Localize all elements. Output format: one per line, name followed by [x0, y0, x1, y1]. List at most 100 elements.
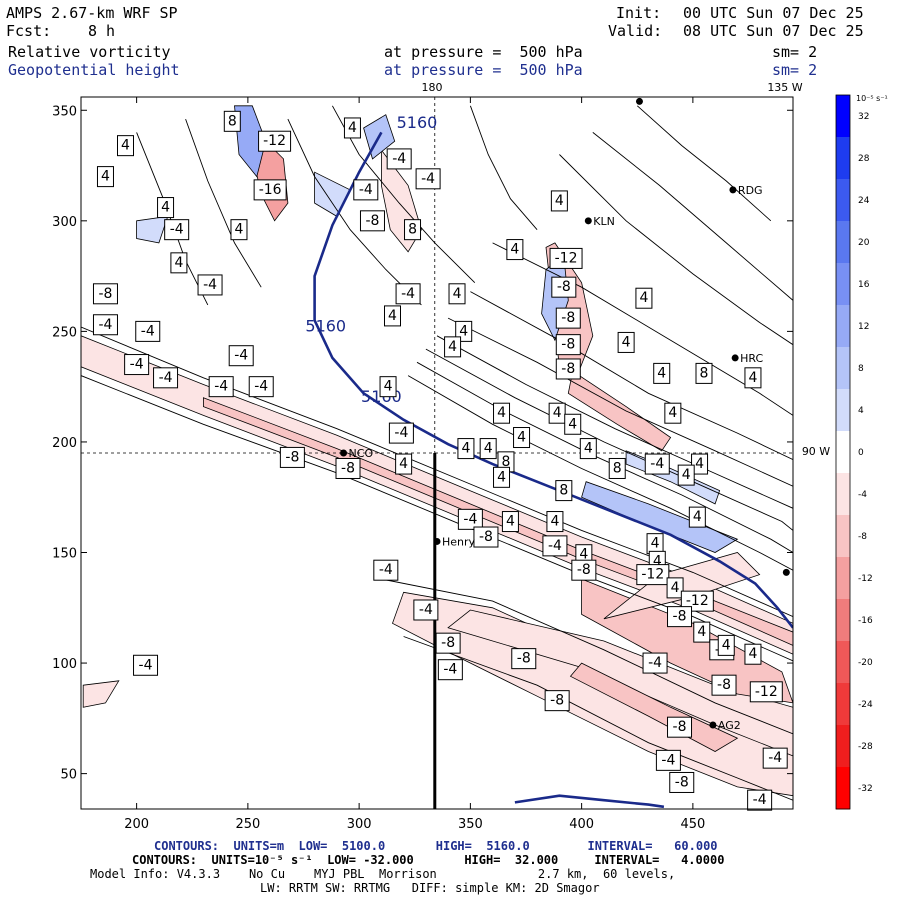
colorbar-unit-label: 10⁻⁵ s⁻¹ [856, 94, 888, 103]
vorticity-label-box [551, 276, 577, 298]
vorticity-contour-label: -4 [457, 508, 483, 530]
lon-label-180: 180 [422, 81, 443, 94]
vorticity-label-text: -8 [717, 677, 731, 693]
vorticity-contour-label: -4 [395, 283, 421, 305]
footer-physics-info: LW: RRTM SW: RRTMG DIFF: simple KM: 2D S… [260, 881, 600, 895]
vorticity-contour-label: 4 [117, 135, 134, 157]
vorticity-label-box [223, 110, 241, 132]
vorticity-label-text: 4 [653, 553, 662, 569]
footer-model-info: Model Info: V4.3.3 No Cu MYJ PBL Morriso… [90, 867, 676, 881]
vorticity-label-box [92, 283, 118, 305]
vorticity-label-text: 4 [553, 405, 562, 421]
vorticity-label-text: 4 [682, 467, 691, 483]
vorticity-label-text: -4 [753, 792, 767, 808]
vorticity-label-box [546, 511, 564, 533]
vorticity-contour-label: 4 [379, 376, 397, 398]
vorticity-contour-label: -4 [92, 314, 118, 336]
vorticity-label-box [677, 464, 695, 486]
footer-height-contours: CONTOURS: UNITS=m LOW= 5100.0 HIGH= 5160… [154, 839, 718, 853]
vorticity-contour-label: 4 [479, 438, 497, 460]
vorticity-contour-label: 4 [744, 643, 762, 665]
vorticity-label-box [473, 526, 499, 548]
vorticity-label-box [762, 747, 788, 769]
vorticity-label-box [555, 358, 581, 380]
vorticity-contour-label: 4 [230, 219, 248, 241]
station-marker [731, 354, 739, 362]
vorticity-contour-label: -4 [208, 376, 234, 398]
vorticity-contour-label: 4 [501, 511, 519, 533]
vorticity-label-box [747, 789, 773, 811]
y-tick-label: 50 [60, 768, 77, 783]
vorticity-label-text: -4 [768, 750, 782, 766]
vorticity-contour-label: 4 [548, 402, 566, 424]
vorticity-label-text: -4 [394, 425, 408, 441]
vorticity-label-text: -4 [159, 370, 173, 386]
vorticity-contour-label: 4 [666, 577, 684, 599]
vorticity-label-text: 4 [639, 290, 648, 306]
y-tick-label: 100 [52, 657, 77, 672]
footer-vorticity-contours: CONTOURS: UNITS=10⁻⁵ s⁻¹ LOW= -32.000 HI… [132, 853, 725, 867]
colorbar-segment [836, 515, 850, 558]
station-label: KLN [593, 215, 615, 228]
vorticity-label-text: -4 [203, 277, 217, 293]
vorticity-label-box [653, 362, 671, 384]
vorticity-label-text: -4 [463, 511, 477, 527]
vorticity-label-text: 4 [384, 379, 393, 395]
y-tick-label: 150 [52, 547, 77, 562]
vorticity-contour-label: 8 [223, 110, 241, 132]
vorticity-label-text: 4 [722, 637, 731, 653]
x-tick-label: 400 [569, 817, 594, 832]
vorticity-label-text: 4 [348, 120, 357, 136]
vorticity-contour-label: -4 [762, 747, 788, 769]
vorticity-label-box [749, 681, 783, 703]
vorticity-label-text: 8 [613, 460, 622, 476]
vorticity-label-text: 4 [550, 514, 559, 530]
vorticity-contour-label: 4 [579, 438, 597, 460]
colorbar-tick-label: -12 [858, 574, 873, 584]
vorticity-label-box [437, 659, 463, 681]
vorticity-label-box [479, 438, 497, 460]
vorticity-label-text: -16 [259, 182, 282, 198]
vorticity-label-box [513, 427, 531, 449]
vorticity-contour-label: -4 [164, 219, 190, 241]
vorticity-contour-label: 4 [664, 402, 682, 424]
vorticity-label-box [493, 466, 511, 488]
vorticity-contour-label: -4 [135, 320, 161, 342]
colorbar-tick-label: -8 [858, 532, 867, 542]
vorticity-label-box [695, 362, 713, 384]
vorticity-label-text: 4 [568, 416, 577, 432]
vorticity-label-box [666, 577, 684, 599]
field2-name: Geopotential height [8, 61, 180, 79]
vorticity-label-box [353, 179, 379, 201]
station-marker [729, 186, 737, 194]
vorticity-label-text: -8 [517, 651, 531, 667]
vorticity-contour-label: 4 [170, 252, 188, 274]
vorticity-label-text: -4 [401, 286, 415, 302]
vorticity-label-box [501, 511, 519, 533]
vorticity-contour-label: -8 [555, 358, 581, 380]
vorticity-contour-label: 4 [444, 336, 462, 358]
vorticity-label-text: 4 [459, 323, 468, 339]
vorticity-label-text: 4 [693, 509, 702, 525]
x-tick-label: 450 [680, 817, 705, 832]
vorticity-label-text: -4 [421, 171, 435, 187]
field1-level: at pressure = 500 hPa [384, 43, 583, 61]
vorticity-contour-label: 4 [617, 331, 635, 353]
vorticity-contour-label: -4 [542, 535, 568, 557]
vorticity-label-text: 4 [101, 169, 110, 185]
station-label: RDG [738, 184, 763, 197]
valid-value: 08 UTC Sun 07 Dec 25 [683, 22, 864, 40]
valid-label: Valid: [608, 22, 663, 40]
vorticity-contour-label: -12 [749, 681, 783, 703]
vorticity-contour-label: 4 [513, 427, 531, 449]
vorticity-contour [381, 578, 793, 735]
vorticity-label-box [404, 219, 422, 241]
vorticity-label-text: -4 [130, 357, 144, 373]
vorticity-label-text: -12 [755, 684, 778, 700]
vorticity-contour-label: 4 [717, 634, 735, 656]
vorticity-label-text: -4 [648, 655, 662, 671]
x-tick-label: 300 [347, 817, 372, 832]
vorticity-label-box [415, 168, 441, 190]
colorbar-segment [836, 767, 850, 810]
vorticity-label-box [395, 453, 413, 475]
